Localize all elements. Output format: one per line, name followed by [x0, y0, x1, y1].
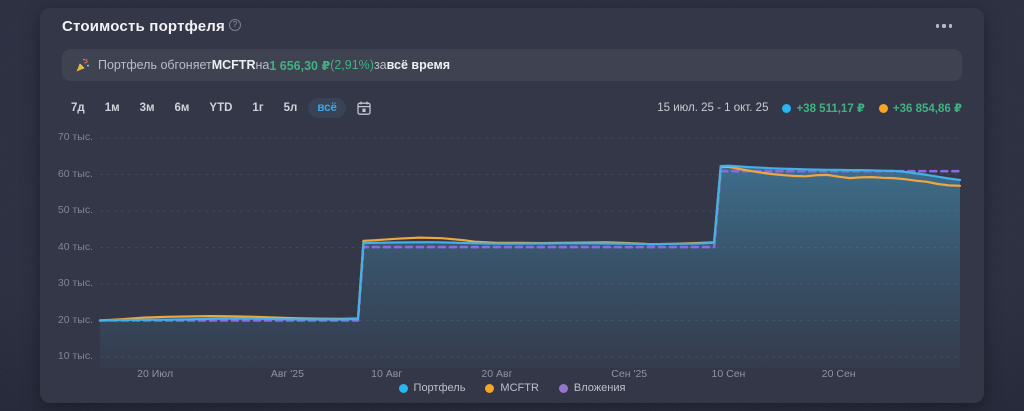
help-icon[interactable]: ?: [229, 19, 241, 31]
legend-item-Вложения[interactable]: Вложения: [558, 382, 626, 394]
x-axis-label: Авг '25: [270, 368, 304, 380]
x-axis-label: 10 Сен: [711, 368, 746, 380]
party-popper-icon: [76, 58, 89, 71]
benchmark-banner: Портфель обгоняет MCFTR на 1 656,30 ₽ (2…: [62, 49, 962, 81]
ellipsis-icon: [935, 24, 939, 28]
banner-period: всё время: [386, 58, 451, 72]
y-axis-label: 60 тыс.: [57, 167, 93, 180]
x-axis-label: 20 Авг: [481, 368, 513, 380]
page-title: Стоимость портфеля: [62, 18, 225, 35]
legend-item-Портфель[interactable]: Портфель: [398, 382, 466, 394]
benchmark-stat: +38 511,17 ₽: [782, 101, 865, 115]
period-button-5л[interactable]: 5л: [275, 98, 307, 118]
banner-benchmark-name: MCFTR: [211, 58, 256, 72]
stat-value: +36 854,86 ₽: [892, 103, 962, 115]
period-button-1м[interactable]: 1м: [96, 98, 129, 118]
benchmark-stat: +36 854,86 ₽: [878, 101, 962, 115]
x-axis-label: Сен '25: [611, 368, 648, 380]
period-button-1г[interactable]: 1г: [243, 98, 272, 118]
calendar-button[interactable]: [352, 98, 376, 118]
calendar-icon: [357, 101, 371, 115]
gain-stats: +38 511,17 ₽ +36 854,86 ₽: [782, 101, 962, 115]
period-button-6м[interactable]: 6м: [166, 98, 199, 118]
legend-dot: [485, 383, 495, 393]
portfolio-area-fill: [100, 165, 960, 368]
y-axis-label: 30 тыс.: [57, 277, 93, 289]
x-axis-label: 20 Сен: [821, 368, 856, 380]
date-range-label: 15 июл. 25 - 1 окт. 25: [657, 102, 769, 114]
chart-legend: Портфель MCFTR Вложения: [40, 382, 984, 394]
stat-value: +38 511,17 ₽: [796, 103, 865, 115]
card-header: Стоимость портфеля?: [62, 18, 962, 40]
portfolio-value-card: Стоимость портфеля? Портфель обгоняет MC…: [40, 8, 984, 403]
y-axis-label: 70 тыс.: [57, 131, 93, 143]
legend-label: MCFTR: [500, 382, 539, 394]
banner-text: Портфель обгоняет: [98, 58, 212, 72]
banner-gain-value: 1 656,30 ₽: [269, 58, 331, 73]
legend-label: Портфель: [413, 382, 466, 394]
period-selector: 7д 1м 3м 6м YTD 1г 5л всё: [62, 98, 346, 118]
y-axis-label: 20 тыс.: [57, 313, 93, 326]
stat-dot: [782, 103, 792, 113]
more-options-button[interactable]: [930, 20, 959, 32]
period-button-3м[interactable]: 3м: [131, 98, 164, 118]
range-info: 15 июл. 25 - 1 окт. 25 +38 511,17 ₽ +36 8…: [657, 101, 962, 115]
chart-controls: 7д 1м 3м 6м YTD 1г 5л всё 15 июл. 25 - 1 окт. 2…: [62, 96, 962, 120]
x-axis-label: 10 Авг: [371, 368, 403, 380]
banner-gain-percent: (2,91%): [330, 58, 374, 72]
y-axis-label: 40 тыс.: [57, 240, 93, 253]
x-axis-label: 20 Июл: [137, 368, 174, 380]
legend-item-MCFTR[interactable]: MCFTR: [485, 382, 539, 394]
legend-label: Вложения: [573, 382, 626, 394]
period-button-YTD[interactable]: YTD: [200, 98, 241, 118]
legend-dot: [398, 383, 408, 393]
period-button-7д[interactable]: 7д: [62, 98, 94, 118]
y-axis-label: 10 тыс.: [57, 350, 93, 362]
legend-dot: [558, 383, 568, 393]
y-axis-label: 50 тыс.: [57, 204, 93, 216]
period-button-всё[interactable]: всё: [308, 98, 346, 118]
stat-dot: [878, 103, 888, 113]
chart-plot-area[interactable]: [98, 130, 962, 368]
